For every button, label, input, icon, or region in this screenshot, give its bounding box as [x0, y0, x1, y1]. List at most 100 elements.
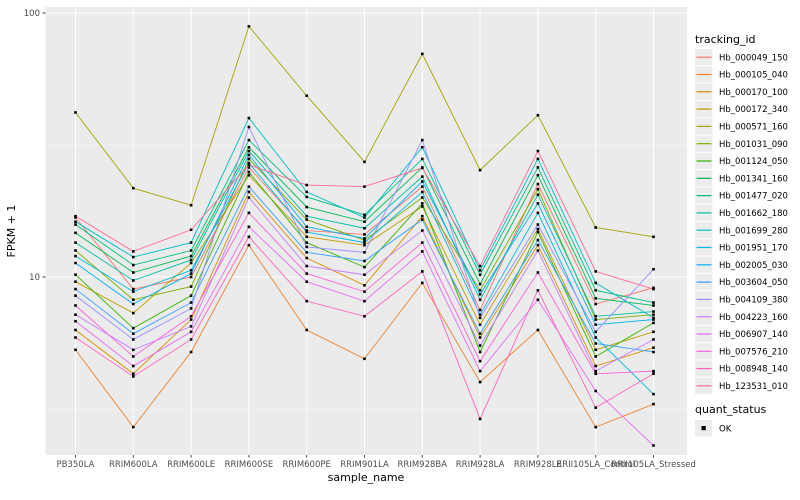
data-point [189, 325, 193, 328]
data-point [652, 235, 655, 239]
data-point [132, 364, 135, 368]
data-point [132, 375, 135, 378]
data-point [132, 255, 135, 259]
data-point [132, 263, 135, 267]
legend-label: Hb_001124_050 [719, 157, 788, 167]
data-point [421, 157, 424, 161]
data-point [74, 319, 77, 323]
legend-label: Hb_000170_100 [719, 88, 788, 98]
data-point [74, 241, 77, 244]
data-point [652, 318, 655, 321]
data-point [594, 364, 597, 368]
data-point [189, 275, 193, 279]
data-point [363, 357, 366, 361]
data-point [478, 332, 482, 335]
data-point [594, 372, 597, 376]
data-point [594, 314, 597, 318]
data-point [652, 301, 655, 304]
legend-label: Hb_000571_160 [719, 123, 788, 133]
data-point [132, 338, 135, 341]
legend-label: Hb_000049_150 [719, 53, 788, 63]
data-point [363, 314, 366, 318]
data-point [74, 214, 77, 218]
data-point [74, 261, 77, 265]
data-point [189, 261, 193, 265]
legend-label: Hb_001662_180 [719, 209, 788, 219]
data-point [421, 185, 424, 188]
data-point [652, 392, 655, 396]
series-points [74, 25, 655, 447]
data-point [189, 338, 193, 341]
data-point [363, 265, 366, 269]
data-point [478, 344, 482, 347]
data-point [363, 220, 366, 223]
data-point [536, 211, 540, 215]
data-point [421, 202, 424, 205]
axis-ticks: PB350LA RRIM600LA RRIM600LE RRIM600SE RRIM60… [24, 9, 696, 470]
data-point [536, 202, 540, 205]
data-point [536, 166, 540, 169]
data-point [536, 238, 540, 242]
data-point [652, 313, 655, 316]
data-point [536, 223, 540, 226]
data-point [363, 299, 366, 303]
data-point [536, 113, 540, 117]
data-point [478, 282, 482, 286]
legend-label: Hb_000172_340 [719, 105, 788, 115]
data-point [478, 417, 482, 421]
legend-label: Hb_008948_140 [719, 365, 788, 375]
data-point [421, 241, 424, 244]
data-point [305, 299, 308, 303]
data-point [74, 216, 77, 219]
data-point [652, 402, 655, 406]
data-point [305, 205, 308, 209]
legend-tracking-id: Hb_000049_150 Hb_000105_040 Hb_000170_100 H… [695, 49, 788, 394]
data-point [305, 245, 308, 249]
legend-label: Hb_001031_090 [719, 140, 788, 150]
data-point [189, 249, 193, 252]
data-point [247, 25, 251, 28]
data-point [189, 330, 193, 334]
data-point [652, 321, 655, 325]
legend-label: Hb_001341_160 [719, 174, 788, 184]
data-point [189, 254, 193, 258]
data-point [421, 138, 424, 142]
data-point [652, 304, 655, 307]
data-point [247, 166, 251, 169]
data-point [594, 289, 597, 292]
data-point [478, 264, 482, 268]
data-point [363, 251, 366, 254]
data-point [305, 251, 308, 254]
data-point [478, 292, 482, 296]
data-point [478, 269, 482, 272]
x-tick-label: RRIM600LA [109, 460, 158, 470]
x-tick-label: RRIM600SE [225, 460, 274, 470]
data-point [189, 241, 193, 244]
legend-title-tracking-id: tracking_id [695, 33, 756, 46]
data-point [363, 237, 366, 240]
data-point [132, 348, 135, 352]
data-point [363, 238, 366, 242]
data-point [652, 444, 655, 447]
data-point [478, 336, 482, 339]
data-point [247, 161, 251, 165]
data-point [132, 298, 135, 302]
data-point [594, 336, 597, 339]
legend-key-point [701, 426, 706, 431]
data-point [478, 168, 482, 172]
data-point [74, 287, 77, 291]
data-point [189, 350, 193, 354]
data-point [74, 223, 77, 226]
data-point [132, 425, 135, 429]
data-point [594, 318, 597, 321]
data-point [305, 183, 308, 187]
data-point [652, 350, 655, 354]
data-point [594, 302, 597, 306]
data-point [305, 195, 308, 199]
data-point [189, 318, 193, 321]
data-point [247, 125, 251, 129]
data-point [652, 330, 655, 334]
legend-label: Hb_007576_210 [719, 347, 788, 357]
legend-label: Hb_006907_140 [719, 330, 788, 340]
